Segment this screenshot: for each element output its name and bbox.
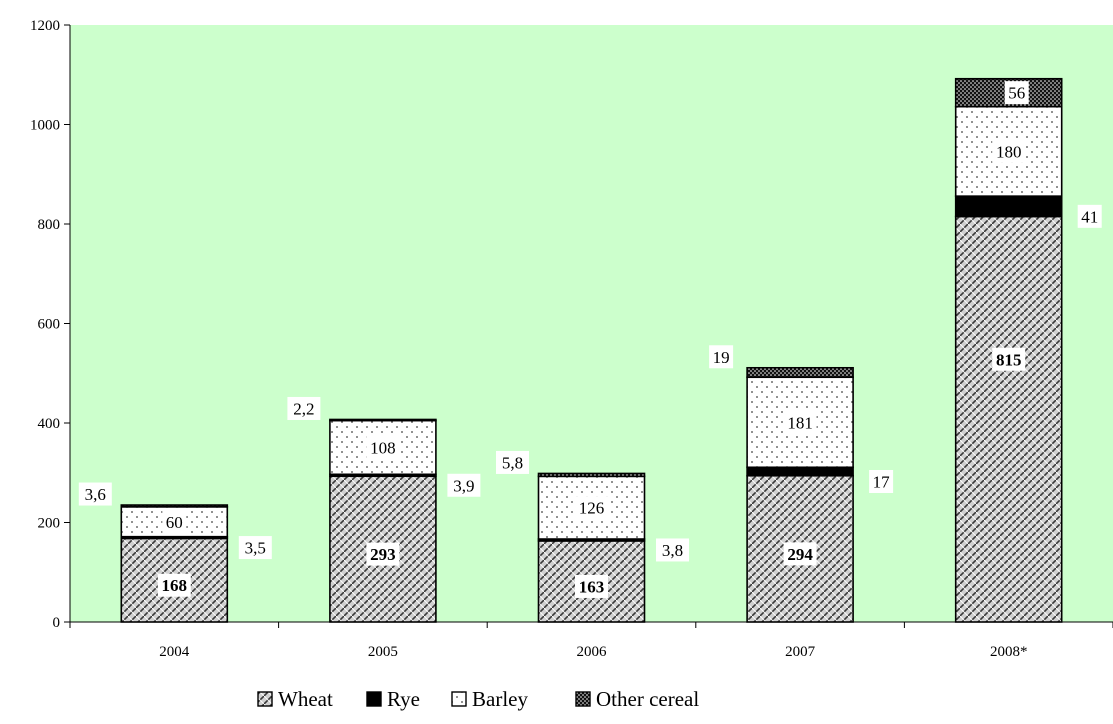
legend-swatch-barley (451, 691, 467, 707)
data-label-other-2005: 2,2 (293, 399, 314, 418)
data-label-other-2008: 56 (1008, 84, 1025, 103)
data-label-barley-2006-box (575, 496, 608, 520)
bars-layer (120, 77, 1063, 623)
bar-other-cereal-2007 (746, 366, 854, 379)
data-label-wheat-2008-box (992, 347, 1026, 371)
data-label-rye-2008-box (1077, 204, 1102, 228)
data-label-rye-2007: 17 (873, 473, 891, 492)
data-label-wheat-2004: 168 (162, 576, 188, 595)
bar-rye-2008 (954, 195, 1063, 218)
data-label-barley-2005: 108 (370, 438, 396, 457)
data-label-wheat-2004-box (157, 573, 191, 597)
legend-swatch-other-cereal (575, 691, 591, 707)
data-label-barley-2006: 126 (579, 499, 605, 518)
x-tick-label: 2006 (577, 644, 608, 660)
data-label-barley-2004-box (162, 510, 187, 534)
data-label-barley-2008-box (992, 139, 1026, 163)
legend-label-wheat: Wheat (278, 687, 333, 711)
data-label-other-2006-box (496, 450, 529, 474)
data-labels-layer: 168 3,5 60 3,6 293 3,9 108 2,2 163 3,8 126 5,8 294 17… (78, 81, 1102, 598)
y-tick-label: 0 (53, 615, 61, 631)
bar-rye-2007 (746, 466, 854, 477)
x-tick-label: 2007 (785, 644, 816, 660)
x-tick-label: 2004 (159, 644, 190, 660)
data-label-barley-2007: 181 (787, 413, 813, 432)
data-label-barley-2008: 180 (996, 142, 1022, 161)
data-label-wheat-2006-box (575, 574, 608, 598)
data-label-other-2005-box (287, 396, 321, 420)
legend-swatch-rye (366, 691, 382, 707)
bar-wheat-2008 (954, 215, 1063, 623)
data-label-rye-2005: 3,9 (453, 476, 474, 495)
data-label-other-2007-box (709, 345, 734, 369)
data-label-other-2008-box (1004, 81, 1029, 105)
data-label-rye-2006-box (656, 538, 689, 562)
data-label-other-2007: 19 (713, 348, 730, 367)
data-label-wheat-2005-box (366, 542, 400, 566)
data-label-rye-2008: 41 (1081, 207, 1098, 226)
data-label-wheat-2007-box (783, 542, 817, 566)
legend-label-rye: Rye (387, 687, 420, 711)
y-tick-label: 600 (38, 317, 61, 333)
data-label-other-2006: 5,8 (502, 453, 523, 472)
y-tick-label: 800 (38, 217, 61, 233)
data-label-rye-2004: 3,5 (245, 539, 266, 558)
y-tick-label: 1200 (30, 18, 60, 34)
data-label-wheat-2007: 294 (787, 545, 813, 564)
x-tick-label: 2008* (990, 644, 1028, 660)
legend-label-other-cereal: Other cereal (596, 687, 699, 711)
y-tick-label: 400 (38, 416, 61, 432)
data-label-wheat-2008: 815 (996, 350, 1022, 369)
bar-other-cereal-2005 (329, 418, 437, 422)
legend-swatch-wheat (257, 691, 273, 707)
data-label-wheat-2006: 163 (579, 577, 605, 596)
legend-label-barley: Barley (472, 687, 528, 711)
y-tick-label: 200 (38, 516, 61, 532)
data-label-barley-2004: 60 (166, 513, 183, 532)
bar-other-cereal-2006 (537, 472, 646, 478)
data-label-other-2004-box (78, 482, 112, 506)
data-label-other-2004: 3,6 (85, 485, 106, 504)
data-label-rye-2005-box (447, 473, 481, 497)
data-label-rye-2007-box (869, 470, 894, 494)
y-tick-label: 1000 (30, 118, 60, 134)
x-tick-label: 2005 (368, 644, 398, 660)
data-label-rye-2004-box (238, 536, 272, 560)
data-label-wheat-2005: 293 (370, 545, 396, 564)
bar-other-cereal-2004 (120, 504, 229, 508)
data-label-barley-2007-box (783, 410, 817, 434)
axes-layer: 0 200 400 600 800 1000 1200 2004 2005 2006 2007 200… (30, 18, 1113, 660)
data-label-barley-2005-box (366, 435, 400, 459)
data-label-rye-2006: 3,8 (662, 541, 683, 560)
legend: Wheat Rye Barley Other cereal (257, 687, 699, 711)
